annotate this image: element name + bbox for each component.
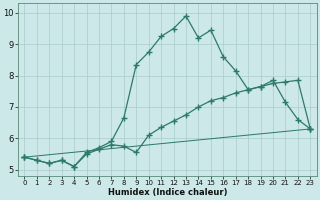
X-axis label: Humidex (Indice chaleur): Humidex (Indice chaleur)	[108, 188, 227, 197]
